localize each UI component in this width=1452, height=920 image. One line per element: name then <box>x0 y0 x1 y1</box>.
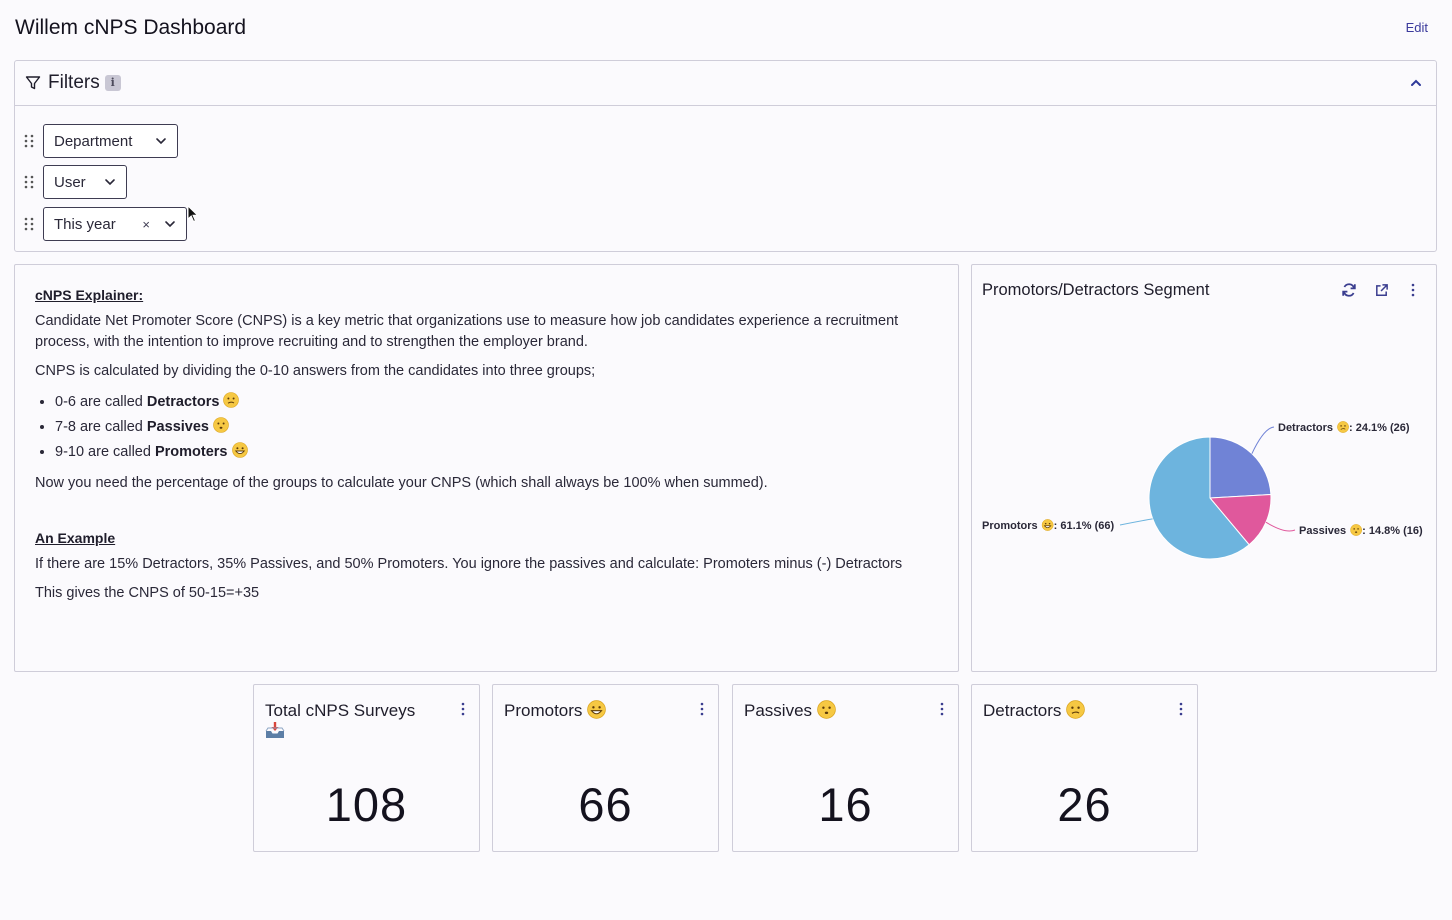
date-range-select[interactable]: This year × <box>43 207 187 241</box>
filter-row-user: User <box>23 165 127 199</box>
explainer-paragraph: CNPS is calculated by dividing the 0-10 … <box>35 363 596 379</box>
grinning-face-icon <box>587 700 606 719</box>
neutral-face-icon <box>213 417 229 433</box>
example-heading: An Example <box>35 530 116 546</box>
pie-label-face-icon <box>1337 421 1350 433</box>
explainer-paragraph: Now you need the percentage of the group… <box>35 475 768 491</box>
confused-face-icon <box>223 392 239 408</box>
list-item: 7-8 are called Passives <box>55 415 938 440</box>
stat-title-text: Promotors <box>504 701 583 720</box>
stat-value: 108 <box>325 778 408 831</box>
pie-leader-line <box>1251 426 1275 454</box>
chevron-down-icon <box>155 135 167 147</box>
department-select-label: Department <box>54 132 133 150</box>
list-item-bold: Detractors <box>146 394 220 410</box>
pie-label-face-icon <box>1041 519 1054 531</box>
pie-label-detractors: Detractors : 24.1% (26) <box>1278 421 1410 434</box>
kebab-menu-icon[interactable] <box>700 702 704 716</box>
pie-label-value: : 14.8% (16) <box>1362 525 1423 537</box>
pie-label-name: Promotors <box>982 520 1038 532</box>
chevron-down-icon <box>104 176 116 188</box>
segment-chart-card: Promotors/Detractors Segment Detractors:… <box>971 264 1437 672</box>
pie-slice-detractors[interactable] <box>1209 436 1272 499</box>
total-surveys-card: Total cNPS Surveys 108 <box>253 684 480 852</box>
chevron-down-icon <box>164 218 176 230</box>
drag-handle-icon[interactable] <box>23 217 35 231</box>
user-select[interactable]: User <box>43 165 127 199</box>
filter-row-date: This year × <box>23 207 187 241</box>
list-item-bold: Passives <box>146 419 209 435</box>
grinning-face-icon <box>232 442 248 458</box>
pie-label-passives: Passives : 14.8% (16) <box>1299 524 1423 537</box>
pie-label-name: Passives <box>1299 525 1346 537</box>
page-title: Willem cNPS Dashboard <box>15 16 247 39</box>
pie-leader-line <box>1265 521 1296 532</box>
collapse-filters-button[interactable] <box>1406 73 1426 93</box>
stat-title-text: Total cNPS Surveys <box>265 701 416 720</box>
drag-handle-icon[interactable] <box>23 175 35 189</box>
chevron-up-icon <box>1411 79 1421 86</box>
pie-leader-line <box>1119 518 1153 526</box>
mouse-cursor-icon <box>187 205 199 223</box>
pie-label-promotors: Promotors : 61.1% (66) <box>982 519 1114 532</box>
department-select[interactable]: Department <box>43 124 178 158</box>
kebab-menu-icon[interactable] <box>461 702 465 716</box>
refresh-icon <box>1342 283 1356 297</box>
user-select-label: User <box>54 173 86 191</box>
detractors-card: Detractors 26 <box>971 684 1198 852</box>
list-item: 9-10 are called Promoters <box>55 440 938 465</box>
pie-label-face-icon <box>1350 524 1363 536</box>
pie-label-value: : 61.1% (66) <box>1054 520 1115 532</box>
chart-title: Promotors/Detractors Segment <box>982 281 1210 299</box>
confused-face-icon <box>1066 700 1085 719</box>
clear-icon[interactable]: × <box>142 216 150 232</box>
inbox-tray-icon <box>265 722 285 738</box>
explainer-paragraph: If there are 15% Detractors, 35% Passive… <box>35 556 903 572</box>
chart-actions <box>1340 281 1422 299</box>
stat-title: Passives <box>744 700 836 722</box>
refresh-button[interactable] <box>1340 281 1358 299</box>
edit-link[interactable]: Edit <box>1405 20 1428 35</box>
kebab-menu-icon[interactable] <box>1179 702 1183 716</box>
neutral-face-icon <box>817 700 836 719</box>
info-icon[interactable]: i <box>104 75 121 91</box>
filters-title: Filters <box>48 72 100 93</box>
stat-title-text: Passives <box>744 701 813 720</box>
list-item-text: 9-10 are called <box>55 444 155 460</box>
filter-row-department: Department <box>23 124 178 158</box>
stat-value: 26 <box>1057 778 1112 831</box>
pie-label-name: Detractors <box>1278 422 1333 434</box>
pie-label-value: : 24.1% (26) <box>1349 422 1410 434</box>
stat-value: 66 <box>578 778 633 831</box>
stat-title: Detractors <box>983 700 1085 722</box>
open-external-button[interactable] <box>1372 281 1390 299</box>
pie-slice-passives[interactable] <box>1208 494 1272 546</box>
stat-title: Promotors <box>504 700 606 722</box>
filters-header[interactable]: Filters i <box>15 61 1436 106</box>
filters-panel: Filters i Department User This year × <box>14 60 1437 252</box>
stat-value: 16 <box>818 778 873 831</box>
pie-chart: Detractors : 24.1% (26) Passives : 14.8% (1… <box>982 421 1423 560</box>
filter-funnel-icon <box>25 76 41 90</box>
cnps-explainer-card: cNPS Explainer: Candidate Net Promoter S… <box>14 264 959 672</box>
groups-list: 0-6 are called Detractors 7-8 are called… <box>55 390 938 465</box>
passives-card: Passives 16 <box>732 684 959 852</box>
list-item-text: 0-6 are called <box>55 394 147 410</box>
explainer-paragraph: This gives the CNPS of 50-15=+35 <box>35 585 260 601</box>
external-link-icon <box>1375 283 1388 296</box>
kebab-menu-icon[interactable] <box>940 702 944 716</box>
list-item-bold: Promoters <box>154 444 228 460</box>
promotors-card: Promotors 66 <box>492 684 719 852</box>
list-item: 0-6 are called Detractors <box>55 390 938 415</box>
list-item-text: 7-8 are called <box>55 419 147 435</box>
explainer-paragraph: Candidate Net Promoter Score (CNPS) is a… <box>35 313 899 350</box>
stat-title: Total cNPS Surveys <box>265 700 415 744</box>
date-range-select-label: This year <box>54 215 116 233</box>
stat-title-text: Detractors <box>983 701 1062 720</box>
drag-handle-icon[interactable] <box>23 134 35 148</box>
explainer-heading: cNPS Explainer: <box>35 287 144 303</box>
